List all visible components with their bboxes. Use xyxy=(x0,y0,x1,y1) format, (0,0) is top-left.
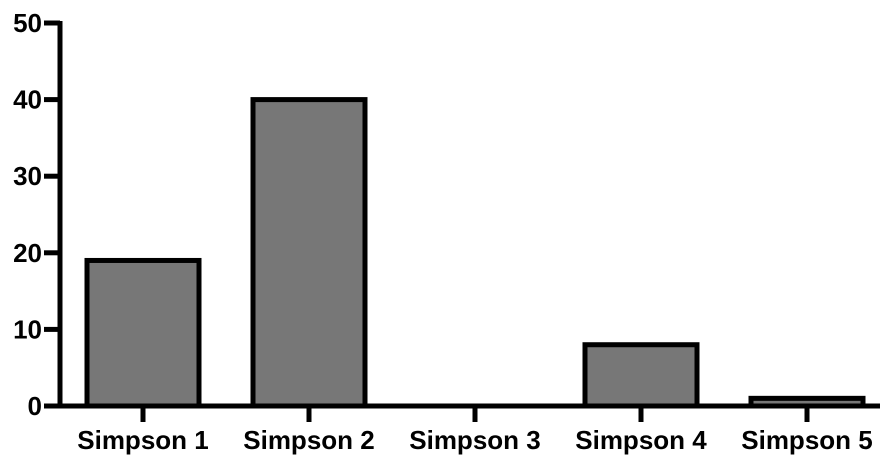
y-tick-label-20: 20 xyxy=(13,238,42,268)
y-tick-label-10: 10 xyxy=(13,314,42,344)
x-tick-label-4: Simpson 4 xyxy=(575,425,707,455)
y-tick-label-50: 50 xyxy=(13,8,42,38)
x-tick-label-1: Simpson 1 xyxy=(77,425,208,455)
y-tick-label-0: 0 xyxy=(28,391,42,421)
y-ticks-group: 0 10 20 30 40 50 xyxy=(13,8,60,421)
bars-group xyxy=(84,97,866,409)
bar-4 xyxy=(582,342,700,409)
x-tick-label-3: Simpson 3 xyxy=(409,425,540,455)
y-tick-label-40: 40 xyxy=(13,85,42,115)
x-tick-label-5: Simpson 5 xyxy=(741,425,872,455)
x-tick-label-2: Simpson 2 xyxy=(243,425,374,455)
y-tick-label-30: 30 xyxy=(13,161,42,191)
axes-group xyxy=(57,21,880,409)
bar-2 xyxy=(250,97,368,409)
x-ticks-group: Simpson 1 Simpson 2 Simpson 3 Simpson 4 Simp… xyxy=(77,406,873,455)
bar-1 xyxy=(84,257,202,409)
